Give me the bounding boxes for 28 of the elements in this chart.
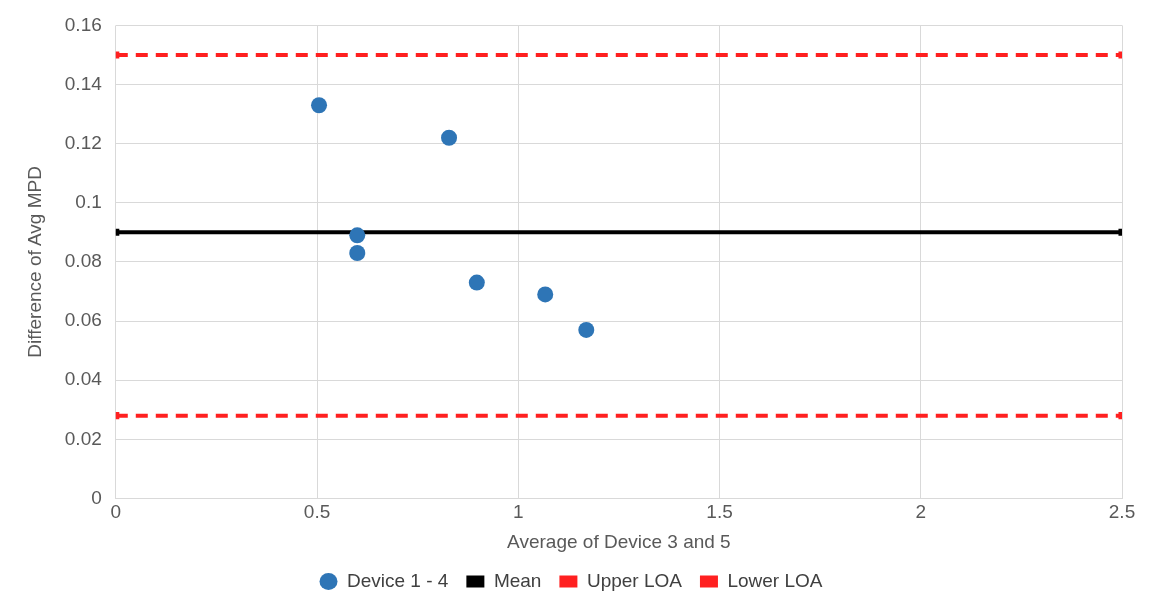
y-tick-label: 0.12 — [64, 131, 102, 153]
legend-label: Upper LOA — [586, 569, 683, 591]
x-tick-label: 0.5 — [303, 501, 331, 523]
x-tick-label: 1 — [512, 501, 524, 523]
x-tick-label: 2.5 — [1108, 501, 1136, 523]
y-tick-label: 0.04 — [64, 368, 103, 390]
x-tick-label: 1.5 — [706, 501, 733, 523]
legend-label: Lower LOA — [727, 569, 823, 591]
y-tick-label: 0.14 — [64, 72, 103, 94]
y-tick-label: 0.1 — [75, 191, 102, 213]
x-axis-title: Average of Device 3 and 5 — [507, 530, 731, 552]
point — [578, 321, 595, 338]
point — [441, 129, 458, 146]
point — [349, 227, 366, 244]
y-tick-label: 0.16 — [64, 13, 102, 35]
y-axis-title: Difference of Avg MPD — [23, 166, 45, 358]
point — [537, 286, 554, 303]
point — [311, 97, 328, 114]
x-tick-label: 2 — [915, 501, 927, 523]
y-tick-label: 0.02 — [64, 427, 102, 449]
y-tick-label: 0.08 — [64, 250, 102, 272]
point — [468, 274, 485, 291]
legend-label: Device 1 - 4 — [347, 569, 449, 591]
y-tick-label: 0 — [91, 486, 102, 508]
x-tick-label: 0 — [110, 501, 122, 523]
legend-label: Mean — [493, 569, 542, 591]
point — [349, 245, 366, 262]
y-tick-label: 0.06 — [64, 309, 102, 331]
